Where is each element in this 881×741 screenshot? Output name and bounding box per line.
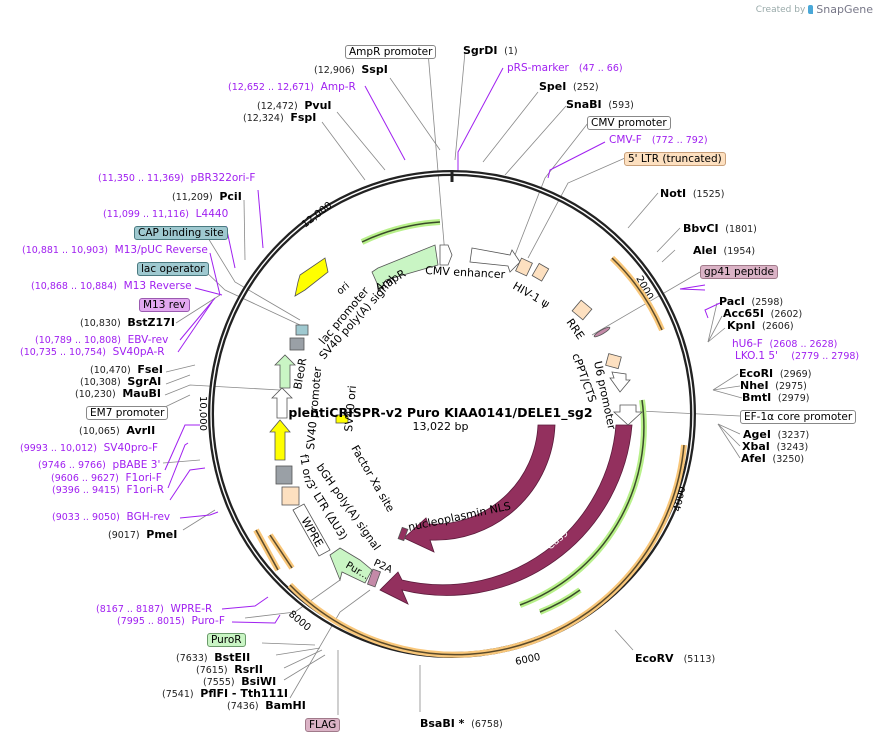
- inner-features: [269, 244, 644, 588]
- primer-bgh-rev[interactable]: (9033 .. 9050) BGH-rev: [52, 511, 171, 523]
- feature-cap-binding-site[interactable]: CAP binding site: [134, 226, 228, 240]
- primer-sv40pa-r[interactable]: (10,735 .. 10,754) SV40pA-R: [20, 346, 165, 358]
- enzyme-nhei[interactable]: NheI (2975): [740, 379, 807, 392]
- wpre-label: WPRE: [298, 515, 325, 549]
- orf-arcs-orange: [253, 255, 687, 658]
- enzyme-fsei[interactable]: (10,470) FseI: [90, 363, 163, 376]
- enzyme-sgrdi[interactable]: SgrDI (1): [463, 44, 518, 57]
- leader-lines: [162, 51, 743, 715]
- enzyme-ecori[interactable]: EcoRI (2969): [739, 367, 812, 380]
- enzyme-agei[interactable]: AgeI (3237): [743, 428, 810, 441]
- enzyme-alei[interactable]: AleI (1954): [693, 244, 756, 257]
- feature-em7-promoter[interactable]: EM7 promoter: [86, 406, 169, 420]
- enzyme-pmei[interactable]: (9017) PmeI: [108, 528, 178, 541]
- enzyme-avrii[interactable]: (10,065) AvrII: [79, 424, 156, 437]
- tick-8000: 8000: [286, 609, 313, 634]
- primer-cmv-f[interactable]: CMV-F (772 .. 792): [609, 134, 708, 146]
- feature-ef1a-core-promoter[interactable]: EF-1α core promoter: [740, 410, 857, 424]
- primer-hu6-f[interactable]: hU6-F (2608 .. 2628): [732, 338, 838, 350]
- enzyme-snabi[interactable]: SnaBI (593): [566, 98, 634, 111]
- feature-cmv-promoter[interactable]: CMV promoter: [587, 116, 671, 130]
- hiv1-psi-label: HIV-1 ψ: [511, 279, 552, 310]
- primer-puro-f[interactable]: (7995 .. 8015) Puro-F: [117, 615, 225, 627]
- enzyme-pflfi-tth111i[interactable]: (7541) PflFI - Tth111I: [162, 687, 288, 700]
- snapgene-brand: Created by SnapGene: [756, 3, 873, 16]
- primer-amp-r[interactable]: (12,652 .. 12,671) Amp-R: [228, 81, 356, 93]
- primer-prs-marker[interactable]: pRS-marker (47 .. 66): [507, 62, 623, 74]
- primer-wpre-r[interactable]: (8167 .. 8187) WPRE-R: [96, 603, 213, 615]
- primer-pbabe-3[interactable]: (9746 .. 9766) pBABE 3': [38, 459, 161, 471]
- enzyme-pvui[interactable]: (12,472) PvuI: [257, 99, 332, 112]
- f1-ori-label: f1 ori: [297, 453, 315, 484]
- enzyme-bsabi[interactable]: BsaBI * (6758): [420, 717, 503, 730]
- rre-label: RRE: [564, 316, 587, 342]
- primer-pbr322ori-f[interactable]: (11,350 .. 11,369) pBR322ori-F: [98, 172, 256, 184]
- enzyme-bsteii[interactable]: (7633) BstEII: [176, 651, 251, 664]
- cas9-features: Cas9 Cas9: [379, 424, 633, 605]
- feature-ampr-promoter[interactable]: AmpR promoter: [345, 45, 437, 59]
- enzyme-pcii[interactable]: (11,209) PciI: [172, 190, 242, 203]
- enzyme-fspi[interactable]: (12,324) FspI: [243, 111, 317, 124]
- primer-sv40pro-f[interactable]: (9993 .. 10,012) SV40pro-F: [20, 442, 159, 454]
- factor-xa-label: Factor Xa site: [348, 443, 397, 514]
- enzyme-spei[interactable]: SpeI (252): [539, 80, 599, 93]
- sv40-polya-label: SV40 poly(A) signal: [317, 273, 399, 362]
- enzyme-ecorv[interactable]: EcoRV (5113): [635, 652, 716, 665]
- enzyme-kpni[interactable]: KpnI (2606): [727, 319, 794, 332]
- enzyme-sspi[interactable]: (12,906) SspI: [314, 63, 388, 76]
- feature-gp41-peptide[interactable]: gp41 peptide: [700, 265, 778, 279]
- ori-label: ori: [335, 281, 352, 298]
- enzyme-bstz17i[interactable]: (10,830) BstZ17I: [80, 316, 175, 329]
- primer-f1ori-f[interactable]: (9606 .. 9627) F1ori-F: [51, 472, 162, 484]
- enzyme-xbai[interactable]: XbaI (3243): [742, 440, 809, 453]
- plasmid-size: 13,022 bp: [412, 420, 469, 433]
- enzyme-noti[interactable]: NotI (1525): [660, 187, 725, 200]
- created-by-text: Created by: [755, 4, 806, 15]
- feature-m13-rev[interactable]: M13 rev: [139, 298, 190, 312]
- enzyme-bamhi[interactable]: (7436) BamHI: [227, 699, 306, 712]
- feature-puror[interactable]: PuroR: [207, 633, 246, 647]
- primer-ebv-rev[interactable]: (10,789 .. 10,808) EBV-rev: [35, 334, 169, 346]
- primer-l4440[interactable]: (11,099 .. 11,116) L4440: [103, 208, 229, 220]
- enzyme-paci[interactable]: PacI (2598): [719, 295, 784, 308]
- primer-f1ori-r[interactable]: (9396 .. 9415) F1ori-R: [52, 484, 165, 496]
- enzyme-bbvci[interactable]: BbvCI (1801): [683, 222, 757, 235]
- feature-lac-operator[interactable]: lac operator: [137, 262, 209, 276]
- tick-10000: 10,000: [197, 396, 208, 431]
- orf-arcs-green: [360, 219, 647, 615]
- primer-m13-reverse[interactable]: (10,868 .. 10,884) M13 Reverse: [31, 280, 192, 292]
- sv40-ori-label: SV40 ori: [342, 385, 359, 432]
- enzyme-acc65i[interactable]: Acc65I (2602): [723, 307, 803, 320]
- feature-flag[interactable]: FLAG: [305, 718, 341, 732]
- primer-lko1-5[interactable]: LKO.1 5' (2779 .. 2798): [735, 350, 860, 362]
- enzyme-afei[interactable]: AfeI (3250): [741, 452, 805, 465]
- primer-m13-puc-reverse[interactable]: (10,881 .. 10,903) M13/pUC Reverse: [22, 244, 208, 256]
- brand-name: SnapGene: [816, 3, 873, 16]
- plasmid-name: plentiCRISPR-v2 Puro KIAA0141/DELE1_sg2: [288, 405, 593, 420]
- tick-6000: 6000: [514, 652, 541, 668]
- enzyme-maubi[interactable]: (10,230) MauBI: [75, 387, 162, 400]
- enzyme-rsrii[interactable]: (7615) RsrII: [196, 663, 263, 676]
- enzyme-sgrai[interactable]: (10,308) SgrAI: [80, 375, 162, 388]
- enzyme-bsiwi[interactable]: (7555) BsiWI: [203, 675, 277, 688]
- cmv-enhancer-label: CMV enhancer: [425, 264, 506, 281]
- enzyme-bmti[interactable]: BmtI (2979): [742, 391, 810, 404]
- snapgene-logo-icon: [808, 5, 814, 14]
- tick-12000: 12,000: [300, 200, 334, 230]
- bleor-label: BleoR: [291, 357, 309, 391]
- feature-5-ltr[interactable]: 5' LTR (truncated): [624, 152, 726, 166]
